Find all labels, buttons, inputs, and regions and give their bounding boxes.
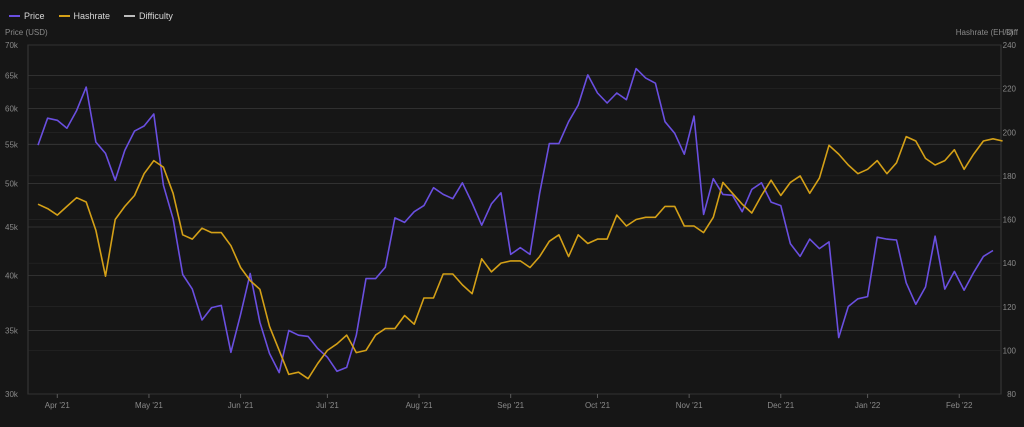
x-tick-label: Aug '21 [406,401,433,410]
right-axis-title: Hashrate (EH/s)Diff [956,28,1018,37]
left-tick-label: 65k [5,72,19,81]
left-tick-label: 70k [5,41,19,50]
x-tick-label: Sep '21 [497,401,524,410]
left-tick-label: 35k [5,327,19,336]
right-tick-label: 220 [1003,85,1017,94]
x-tick-label: Jan '22 [855,401,881,410]
x-tick-label: Oct '21 [585,401,611,410]
legend-label-price: Price [24,11,45,21]
hashrate-swatch-icon [58,15,70,17]
right-tick-label: 120 [1003,303,1017,312]
x-tick-label: Nov '21 [676,401,703,410]
legend-label-hashrate: Hashrate [73,11,111,21]
x-tick-label: Dec '21 [767,401,794,410]
left-tick-label: 45k [5,223,19,232]
right-tick-label: 200 [1003,128,1017,137]
hashrate-axis-title: Hashrate (EH/s) [955,28,1014,37]
x-tick-label: May '21 [135,401,163,410]
legend-label-difficulty: Difficulty [139,11,173,21]
right-tick-label: 100 [1003,346,1017,355]
right-tick-label: 140 [1003,259,1017,268]
legend-item-price[interactable]: Price [9,11,45,21]
legend-item-difficulty[interactable]: Difficulty [124,11,173,21]
x-tick-label: Apr '21 [45,401,71,410]
x-tick-label: Jun '21 [228,401,254,410]
left-tick-label: 50k [5,180,19,189]
left-tick-label: 30k [5,390,19,399]
left-tick-label: 55k [5,140,19,149]
series-line-price [37,67,994,374]
legend: Price Hashrate Difficulty [9,7,173,25]
legend-item-hashrate[interactable]: Hashrate [58,11,111,21]
left-axis-title: Price (USD) [5,28,48,37]
right-tick-label: 180 [1003,172,1017,181]
right-tick-label: 160 [1003,216,1017,225]
right-tick-label: 80 [1007,390,1016,399]
x-tick-label: Jul '21 [316,401,339,410]
difficulty-swatch-icon [124,15,136,17]
price-swatch-icon [9,15,20,17]
difficulty-axis-title: Diff [1006,28,1018,37]
series-line-hashrate [37,135,1003,380]
left-tick-label: 60k [5,104,19,113]
x-tick-label: Feb '22 [946,401,973,410]
right-tick-label: 240 [1003,41,1017,50]
left-tick-label: 40k [5,272,19,281]
